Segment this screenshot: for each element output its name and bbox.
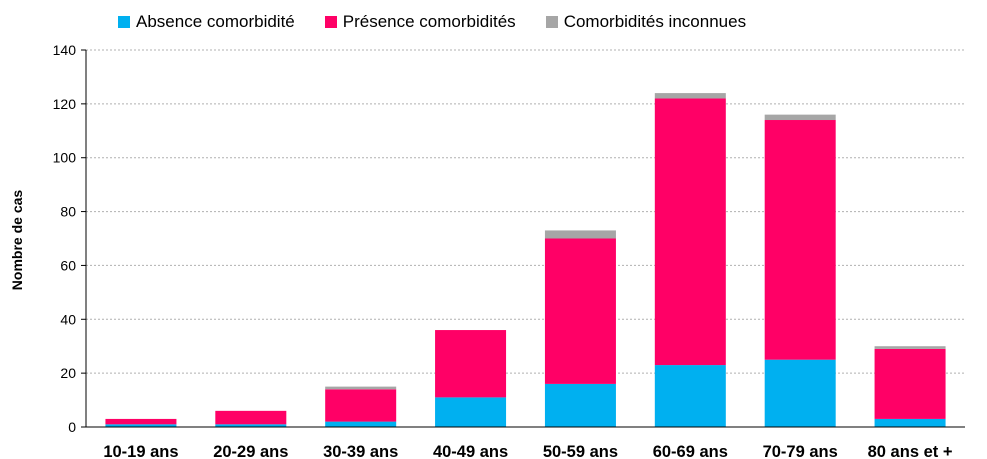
bar-segment-presence xyxy=(544,238,616,384)
legend-label-unknown: Comorbidités inconnues xyxy=(563,12,747,31)
bar-segment-absence xyxy=(105,424,177,427)
x-axis: 10-19 ans 20-29 ans 30-39 ans 40-49 ans 50-5… xyxy=(86,426,965,459)
bar-segment-unknown xyxy=(325,386,397,390)
bars xyxy=(105,93,946,427)
bar-segment-presence xyxy=(215,410,287,425)
legend-item-presence: Présence comorbidités xyxy=(324,12,516,32)
legend-swatch-unknown xyxy=(545,16,558,28)
legend-label-presence: Présence comorbidités xyxy=(342,12,516,31)
x-tick-label: 40-49 ans xyxy=(433,443,508,459)
bar-segment-presence xyxy=(105,418,177,425)
chart-legend: Absence comorbidité Présence comorbidité… xyxy=(118,12,746,32)
bar-segment-presence xyxy=(435,330,507,398)
y-tick-label: 100 xyxy=(53,150,77,166)
bar-segment-absence xyxy=(325,421,397,427)
bar-segment-absence xyxy=(874,418,946,427)
bar-segment-absence xyxy=(215,424,287,427)
legend-swatch-presence xyxy=(324,16,337,28)
bar-segment-absence xyxy=(544,383,616,427)
legend-label-absence: Absence comorbidité xyxy=(136,12,295,31)
x-tick-label: 70-79 ans xyxy=(763,443,838,459)
legend-swatch-absence xyxy=(118,16,130,28)
x-tick-label: 30-39 ans xyxy=(323,443,398,459)
y-axis-label: Nombre de cas xyxy=(9,190,25,291)
bar-segment-presence xyxy=(325,389,397,422)
y-tick-label: 140 xyxy=(53,42,77,58)
bar-segment-unknown xyxy=(874,346,946,349)
bar-segment-unknown xyxy=(654,93,726,99)
bar-segment-unknown xyxy=(544,230,616,239)
bar-segment-presence xyxy=(874,348,946,419)
x-tick-label: 80 ans et + xyxy=(868,443,953,459)
bar-segment-unknown xyxy=(764,114,836,121)
y-tick-label: 20 xyxy=(60,365,76,381)
bar-segment-presence xyxy=(654,98,726,366)
y-tick-label: 40 xyxy=(60,311,76,327)
y-tick-label: 80 xyxy=(60,204,76,220)
x-tick-label: 20-29 ans xyxy=(213,443,288,459)
bar-segment-absence xyxy=(435,397,507,427)
y-tick-label: 0 xyxy=(68,419,76,435)
x-tick-label: 10-19 ans xyxy=(103,443,178,459)
x-tick-label: 50-59 ans xyxy=(543,443,618,459)
x-tick-label: 60-69 ans xyxy=(653,443,728,459)
y-tick-label: 60 xyxy=(60,257,76,273)
y-axis: 0 20 40 60 80 100 120 140 xyxy=(53,42,87,435)
bar-segment-absence xyxy=(764,359,836,427)
legend-item-absence: Absence comorbidité xyxy=(118,12,295,32)
y-tick-label: 120 xyxy=(53,96,77,112)
legend-item-unknown: Comorbidités inconnues xyxy=(545,12,747,32)
bar-segment-presence xyxy=(764,120,836,360)
bar-segment-absence xyxy=(654,365,726,427)
